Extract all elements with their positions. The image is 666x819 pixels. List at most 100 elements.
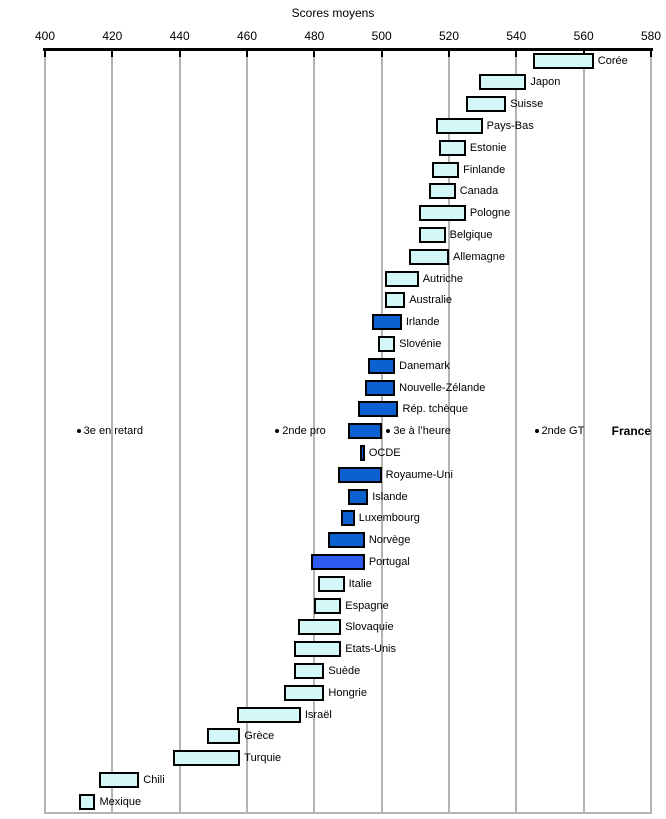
marker-dot <box>386 429 391 434</box>
interval-bar <box>78 793 96 810</box>
gridline <box>178 51 181 814</box>
interval-bar <box>98 771 140 788</box>
interval-bar <box>465 96 507 113</box>
bar-label: Pays-Bas <box>486 119 534 132</box>
interval-bar <box>479 74 527 91</box>
interval-bar <box>310 553 365 570</box>
interval-bar <box>348 423 382 440</box>
axis-tick <box>178 48 181 57</box>
bar-label: Israël <box>304 708 332 721</box>
axis-tick-label: 420 <box>102 29 123 43</box>
interval-bar <box>348 488 369 505</box>
axis-tick <box>650 48 652 57</box>
bar-label: OCDE <box>368 446 401 459</box>
bar-label: Turquie <box>244 752 282 765</box>
bar-label: Suède <box>328 664 361 677</box>
x-axis-line <box>43 48 653 51</box>
marker-label: 2nde pro <box>282 425 326 438</box>
axis-tick <box>448 48 450 57</box>
bar-label: Australie <box>409 294 453 307</box>
gridline <box>448 51 450 814</box>
bar-label: Finlande <box>463 163 506 176</box>
interval-bar <box>408 248 449 265</box>
bar-label: Suisse <box>510 98 544 111</box>
interval-bar <box>435 117 483 134</box>
bar-label: Slovaquie <box>345 621 394 634</box>
bar-label: Irlande <box>405 316 440 329</box>
interval-bar <box>418 226 446 243</box>
interval-bar <box>385 292 406 309</box>
bar-label: Portugal <box>368 555 410 568</box>
bar-label: Slovénie <box>399 337 442 350</box>
interval-bar <box>297 619 342 636</box>
bar-label: Espagne <box>345 599 389 612</box>
axis-tick <box>313 48 316 57</box>
bar-label: Royaume-Uni <box>385 468 453 481</box>
axis-tick <box>515 48 518 57</box>
interval-bar <box>371 314 402 331</box>
marker-dot <box>534 429 539 434</box>
marker-dot <box>76 429 81 434</box>
axis-tick-label: 580 <box>640 29 662 43</box>
bar-label: Chili <box>143 773 165 786</box>
axis-tick <box>111 48 114 57</box>
marker-label: 2nde GT <box>541 425 585 438</box>
plot-bottom-border <box>44 812 652 814</box>
bar-label: Luxembourg <box>358 512 420 525</box>
axis-tick <box>44 48 46 57</box>
france-side-label: France <box>611 424 651 439</box>
interval-bar <box>432 161 460 178</box>
interval-bar <box>385 270 419 287</box>
interval-bar <box>378 335 396 352</box>
gridline <box>650 51 652 814</box>
interval-bar <box>236 706 301 723</box>
axis-tick-label: 400 <box>34 29 56 43</box>
gridline <box>515 51 518 814</box>
bar-label: Estonie <box>469 141 507 154</box>
interval-bar <box>337 466 382 483</box>
interval-bar <box>364 379 396 396</box>
gridline <box>246 51 248 814</box>
bar-label: Islande <box>372 490 408 503</box>
bar-label: Rép. tchèque <box>402 403 468 416</box>
gridline <box>582 51 585 814</box>
axis-tick <box>380 48 383 57</box>
interval-bar <box>294 662 325 679</box>
bar-label: Mexique <box>99 795 142 808</box>
interval-bar <box>438 139 466 156</box>
marker-label: 3e à l’heure <box>393 425 451 438</box>
bar-label: Corée <box>597 54 628 67</box>
interval-bar <box>294 641 342 658</box>
interval-bar <box>359 444 365 461</box>
interval-bar <box>206 728 241 745</box>
bar-label: Japon <box>530 76 561 89</box>
bar-label: Grèce <box>244 730 275 743</box>
bar-label: Norvège <box>368 534 411 547</box>
interval-bar <box>428 183 456 200</box>
interval-bar <box>314 597 342 614</box>
bar-label: Autriche <box>422 272 464 285</box>
interval-bar <box>284 684 325 701</box>
interval-bar <box>327 532 365 549</box>
bar-label: Canada <box>459 185 499 198</box>
bar-label: Italie <box>348 577 372 590</box>
axis-tick-label: 560 <box>573 29 594 43</box>
interval-bar <box>317 575 345 592</box>
bar-label: Danemark <box>399 359 450 372</box>
gridline <box>111 51 114 814</box>
bar-label: Pologne <box>469 207 511 220</box>
gridline <box>44 51 46 814</box>
axis-tick-label: 440 <box>169 29 190 43</box>
bar-label: Nouvelle-Zélande <box>399 381 486 394</box>
axis-tick-label: 480 <box>304 29 325 43</box>
interval-bar <box>341 510 355 527</box>
gridline <box>380 51 383 814</box>
bar-label: Allemagne <box>453 250 505 263</box>
interval-bar <box>533 52 594 69</box>
axis-tick-label: 540 <box>506 29 527 43</box>
gridline <box>313 51 316 814</box>
interval-bar <box>358 401 399 418</box>
interval-bar <box>172 750 241 767</box>
